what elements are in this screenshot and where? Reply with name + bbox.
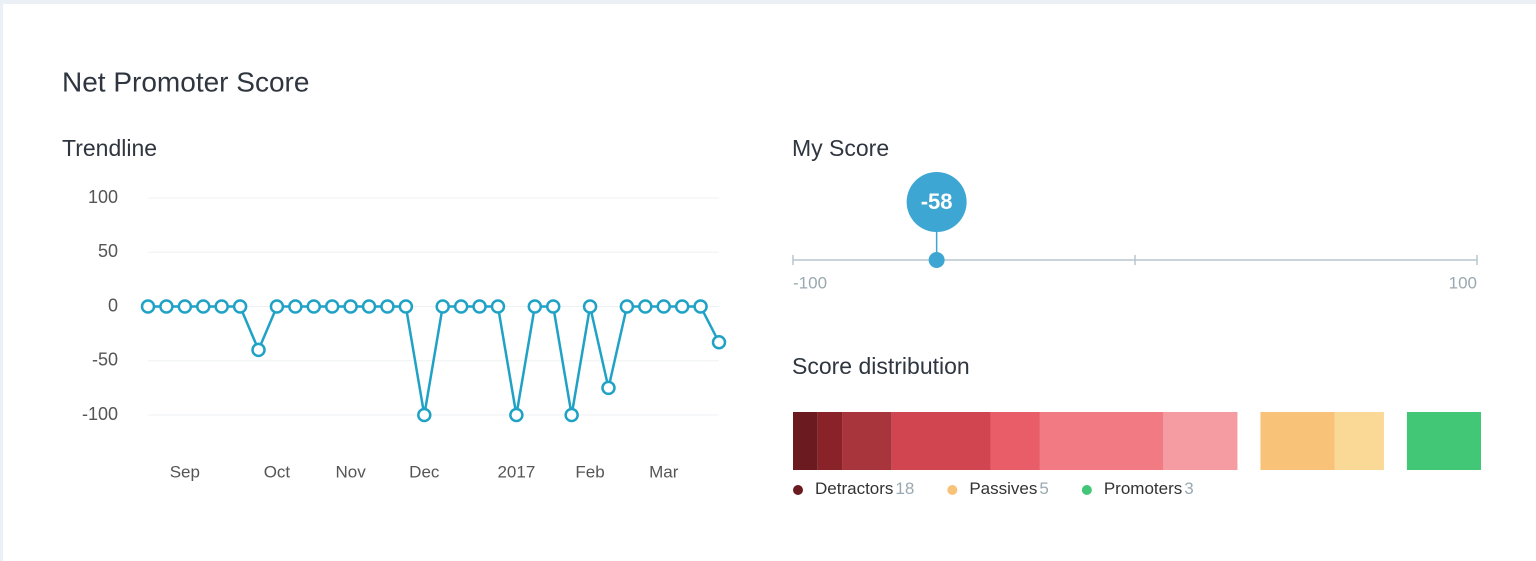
- data-point: [140, 299, 156, 314]
- data-point: [324, 299, 340, 314]
- distribution-segment: [1039, 412, 1164, 470]
- data-point: [398, 299, 414, 314]
- score-dot: [928, 252, 945, 268]
- legend-dot: [947, 485, 958, 495]
- x-tick-label: Oct: [264, 462, 291, 481]
- data-point: [288, 299, 303, 314]
- legend-name: Promoters: [1104, 479, 1182, 498]
- data-point: [453, 299, 469, 314]
- data-point: [417, 407, 432, 423]
- data-point: [435, 299, 450, 314]
- data-point: [545, 299, 561, 314]
- distribution-segment: [793, 412, 818, 470]
- data-point: [343, 299, 358, 314]
- data-point: [711, 335, 727, 350]
- data-point: [656, 299, 671, 314]
- score-bubble: [906, 172, 967, 232]
- data-point: [490, 299, 506, 314]
- y-tick-label: 0: [108, 295, 118, 315]
- data-point: [638, 299, 653, 314]
- data-point: [251, 342, 266, 358]
- data-point: [306, 299, 322, 314]
- x-tick-label: 2017: [497, 462, 535, 481]
- distribution-segment: [842, 412, 892, 470]
- distribution-segment: [1334, 412, 1384, 470]
- x-tick-label: Mar: [649, 462, 679, 481]
- data-point: [564, 407, 579, 423]
- distribution-segment: [1406, 412, 1481, 470]
- x-tick-label: Dec: [409, 462, 440, 481]
- data-point: [214, 299, 229, 314]
- legend-name: Passives: [969, 479, 1037, 498]
- chart-title: Score distribution: [792, 353, 970, 379]
- legend-total: 18: [895, 479, 914, 498]
- legend-dot: [793, 485, 803, 495]
- data-point: [619, 299, 635, 314]
- data-point: [196, 299, 211, 314]
- data-point: [601, 380, 616, 396]
- x-tick-label: Sep: [170, 462, 200, 481]
- distribution-segment: [1260, 412, 1335, 470]
- data-point: [527, 299, 543, 314]
- x-tick-label: Feb: [575, 462, 604, 481]
- axis-end-label: 100: [1449, 273, 1477, 292]
- legend-total: 3: [1184, 479, 1193, 498]
- data-point: [380, 299, 395, 314]
- y-tick-label: 50: [98, 241, 118, 261]
- distribution-segment: [817, 412, 843, 470]
- legend-entry: Passives 5: [969, 479, 1049, 498]
- distribution-segment: [891, 412, 991, 470]
- data-point: [177, 299, 193, 314]
- page-title: Net Promoter Score: [62, 66, 309, 97]
- y-tick-label: -50: [92, 350, 118, 370]
- chart-title: My Score: [792, 135, 889, 161]
- legend-total: 5: [1039, 479, 1048, 498]
- legend-dot: [1081, 485, 1092, 495]
- data-point: [232, 299, 248, 314]
- data-point: [582, 299, 598, 314]
- axis-end-label: -100: [793, 273, 827, 292]
- y-tick-label: 100: [88, 187, 118, 207]
- distribution-segment: [1163, 412, 1238, 470]
- data-point: [269, 299, 285, 314]
- data-point: [159, 299, 174, 314]
- legend-entry: Promoters 3: [1104, 479, 1194, 498]
- legend-entry: Detractors 18: [815, 479, 914, 498]
- trend-line: [148, 305, 721, 416]
- legend-name: Detractors: [815, 479, 893, 498]
- x-tick-label: Nov: [335, 462, 366, 481]
- data-point: [509, 407, 524, 423]
- score-label: -58: [921, 189, 953, 214]
- chart-title: Trendline: [62, 135, 157, 161]
- data-point: [472, 299, 487, 314]
- y-tick-label: -100: [82, 404, 118, 424]
- distribution-segment: [990, 412, 1040, 470]
- data-point: [693, 299, 708, 314]
- data-point: [674, 299, 690, 314]
- data-point: [361, 299, 377, 314]
